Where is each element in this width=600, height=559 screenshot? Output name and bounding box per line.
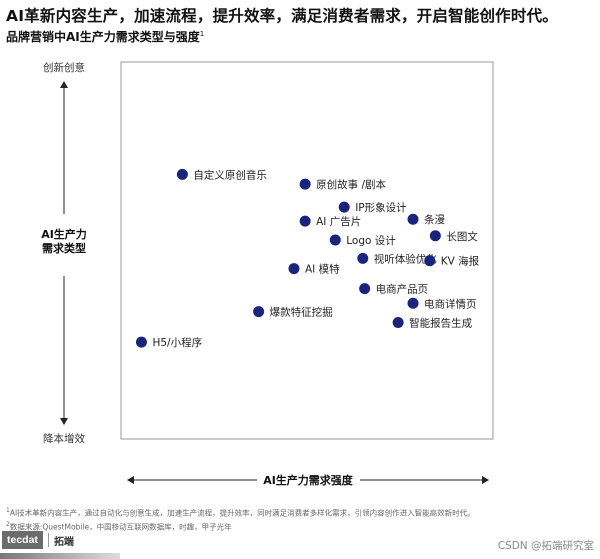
brand-divider xyxy=(47,533,49,547)
data-point-label: 条漫 xyxy=(424,213,445,226)
chart-subtitle: 品牌营销中AI生产力需求类型与强度1 xyxy=(6,30,205,44)
data-point-label: 原创故事 /剧本 xyxy=(316,178,386,191)
data-point-marker xyxy=(359,283,371,295)
brand-name: 拓端 xyxy=(53,536,74,548)
data-point-label: 电商详情页 xyxy=(424,297,477,310)
y-axis: 创新创意 AI生产力需求类型 降本增效 xyxy=(41,61,87,445)
scatter-chart: 创新创意 AI生产力需求类型 降本增效 AI生产力需求强度 自定义原创音乐原创故… xyxy=(41,61,494,487)
brand-logo: tecdat xyxy=(2,531,43,549)
x-axis-label: AI生产力需求强度 xyxy=(263,473,354,487)
headline: AI革新内容生产，加速流程，提升效率，满足消费者需求，开启智能创作时代。 xyxy=(6,7,558,25)
y-top-label: 创新创意 xyxy=(43,61,85,74)
data-point-label: IP形象设计 xyxy=(355,201,407,214)
x-axis: AI生产力需求强度 xyxy=(127,473,489,487)
data-point-marker xyxy=(407,213,419,225)
data-point-label: KV 海报 xyxy=(441,255,480,268)
data-point-marker xyxy=(357,252,369,264)
data-point-label: AI 广告片 xyxy=(316,215,361,228)
data-point-marker xyxy=(424,255,436,267)
data-point-marker xyxy=(288,263,300,275)
data-point-marker xyxy=(429,230,441,242)
data-point-marker xyxy=(135,336,147,348)
footnotes: 1AI技术革新内容生产，通过自动化与创意生成，加速生产流程，提升效率，同时满足消… xyxy=(6,505,566,532)
data-point-marker xyxy=(299,178,311,190)
data-point-label: 自定义原创音乐 xyxy=(193,168,267,181)
data-point-label: H5/小程序 xyxy=(152,336,202,349)
plot-area-border xyxy=(120,61,494,440)
data-point-marker xyxy=(392,317,404,329)
bottom-strip xyxy=(0,553,120,559)
y-bottom-label: 降本增效 xyxy=(43,432,85,445)
data-point-marker xyxy=(407,297,419,309)
data-point-marker xyxy=(176,168,188,180)
watermark: CSDN @拓端研究室 xyxy=(497,540,594,552)
footnote-1: 1AI技术革新内容生产，通过自动化与创意生成，加速生产流程，提升效率，同时满足消… xyxy=(6,507,475,518)
data-point-label: 智能报告生成 xyxy=(409,317,472,330)
data-point-label: 电商产品页 xyxy=(376,283,429,296)
data-point-marker xyxy=(338,201,350,213)
data-point-marker xyxy=(329,234,341,246)
footnote-2: 2数据来源:QuestMobile，中国移动互联网数据库，时趣，甲子光年 xyxy=(6,520,232,532)
data-point-label: 视听体验优化 xyxy=(374,252,437,265)
data-point-label: 爆款特征挖掘 xyxy=(270,306,333,319)
data-point-marker xyxy=(253,306,265,318)
data-point-label: AI 模特 xyxy=(305,264,340,276)
y-axis-label: AI生产力需求类型 xyxy=(41,227,87,255)
brand-mark: tecdat 拓端 xyxy=(2,528,74,552)
data-point-label: 长图文 xyxy=(446,230,478,243)
data-point-label: Logo 设计 xyxy=(346,234,396,247)
data-point-marker xyxy=(299,215,311,227)
